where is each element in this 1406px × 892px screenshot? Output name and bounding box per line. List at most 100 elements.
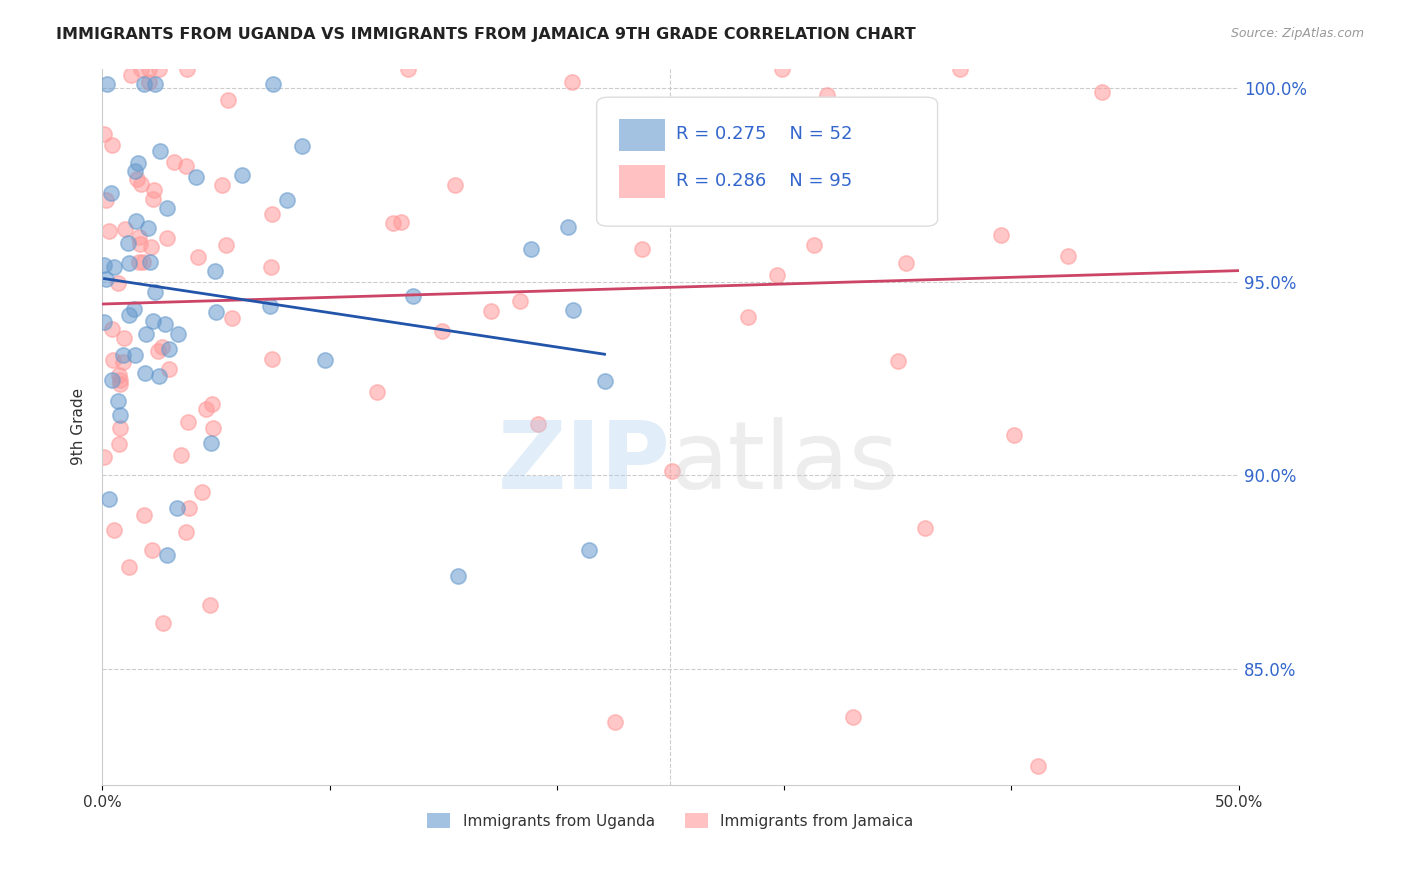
Point [167,327,190,342]
Point [108,373,131,387]
Point [430,324,453,338]
Point [110,377,132,392]
Point [156,548,179,562]
Point [479,304,502,318]
Point [1091,85,1114,99]
Point [262,351,284,366]
Point [124,164,146,178]
Point [578,542,600,557]
Point [101,373,124,387]
Point [737,310,759,324]
Point [914,521,936,535]
Point [1002,427,1025,442]
Point [200,435,222,450]
Text: Source: ZipAtlas.com: Source: ZipAtlas.com [1230,27,1364,40]
Point [120,68,142,82]
Y-axis label: 9th Grade: 9th Grade [72,388,86,466]
Point [152,616,174,631]
Point [217,93,239,107]
Point [108,368,131,382]
Point [276,193,298,207]
Point [156,201,179,215]
Point [166,500,188,515]
Point [117,236,139,251]
Point [262,77,284,91]
Point [752,159,775,173]
Point [156,231,179,245]
Text: IMMIGRANTS FROM UGANDA VS IMMIGRANTS FROM JAMAICA 9TH GRADE CORRELATION CHART: IMMIGRANTS FROM UGANDA VS IMMIGRANTS FRO… [56,27,915,42]
Point [381,216,404,230]
Point [201,421,224,435]
Point [259,299,281,313]
Point [770,62,793,76]
Point [108,437,131,451]
Point [176,62,198,76]
Point [616,149,638,163]
Point [96,77,118,91]
Point [842,709,865,723]
Point [184,170,207,185]
Legend: Immigrants from Uganda, Immigrants from Jamaica: Immigrants from Uganda, Immigrants from … [422,806,920,835]
Point [141,240,163,254]
Point [1057,249,1080,263]
Point [128,255,150,269]
Point [138,75,160,89]
Point [201,397,224,411]
Point [174,160,197,174]
Point [366,385,388,400]
Point [170,448,193,462]
Point [990,228,1012,243]
Bar [620,165,665,197]
Point [131,177,153,191]
Point [661,465,683,479]
Point [143,285,166,300]
Point [520,243,543,257]
Point [141,543,163,558]
Point [132,255,155,269]
Point [93,258,115,272]
Point [143,183,166,197]
Point [148,343,170,358]
Point [100,186,122,200]
Point [112,348,135,362]
Point [135,327,157,342]
Point [93,127,115,141]
Point [765,268,787,282]
Point [157,343,180,357]
Point [138,62,160,76]
Point [107,277,129,291]
Point [887,198,910,212]
Point [389,215,412,229]
Point [127,172,149,186]
Point [593,374,616,388]
Point [93,450,115,464]
Point [101,137,124,152]
Point [129,62,152,76]
Point [187,250,209,264]
Point [103,523,125,537]
Point [896,256,918,270]
FancyBboxPatch shape [596,97,938,227]
Point [562,303,585,318]
Point [107,394,129,409]
Point [136,221,159,235]
Point [142,192,165,206]
Point [108,421,131,435]
Point [93,315,115,329]
Point [127,156,149,170]
Point [713,106,735,120]
Point [697,195,720,210]
Point [204,264,226,278]
Point [148,368,170,383]
Point [447,569,470,583]
Point [725,147,748,161]
Point [314,352,336,367]
Point [96,272,118,286]
Point [132,77,155,91]
Point [557,220,579,235]
Point [526,417,548,432]
Point [291,138,314,153]
Point [108,408,131,422]
Point [134,366,156,380]
Point [174,525,197,540]
